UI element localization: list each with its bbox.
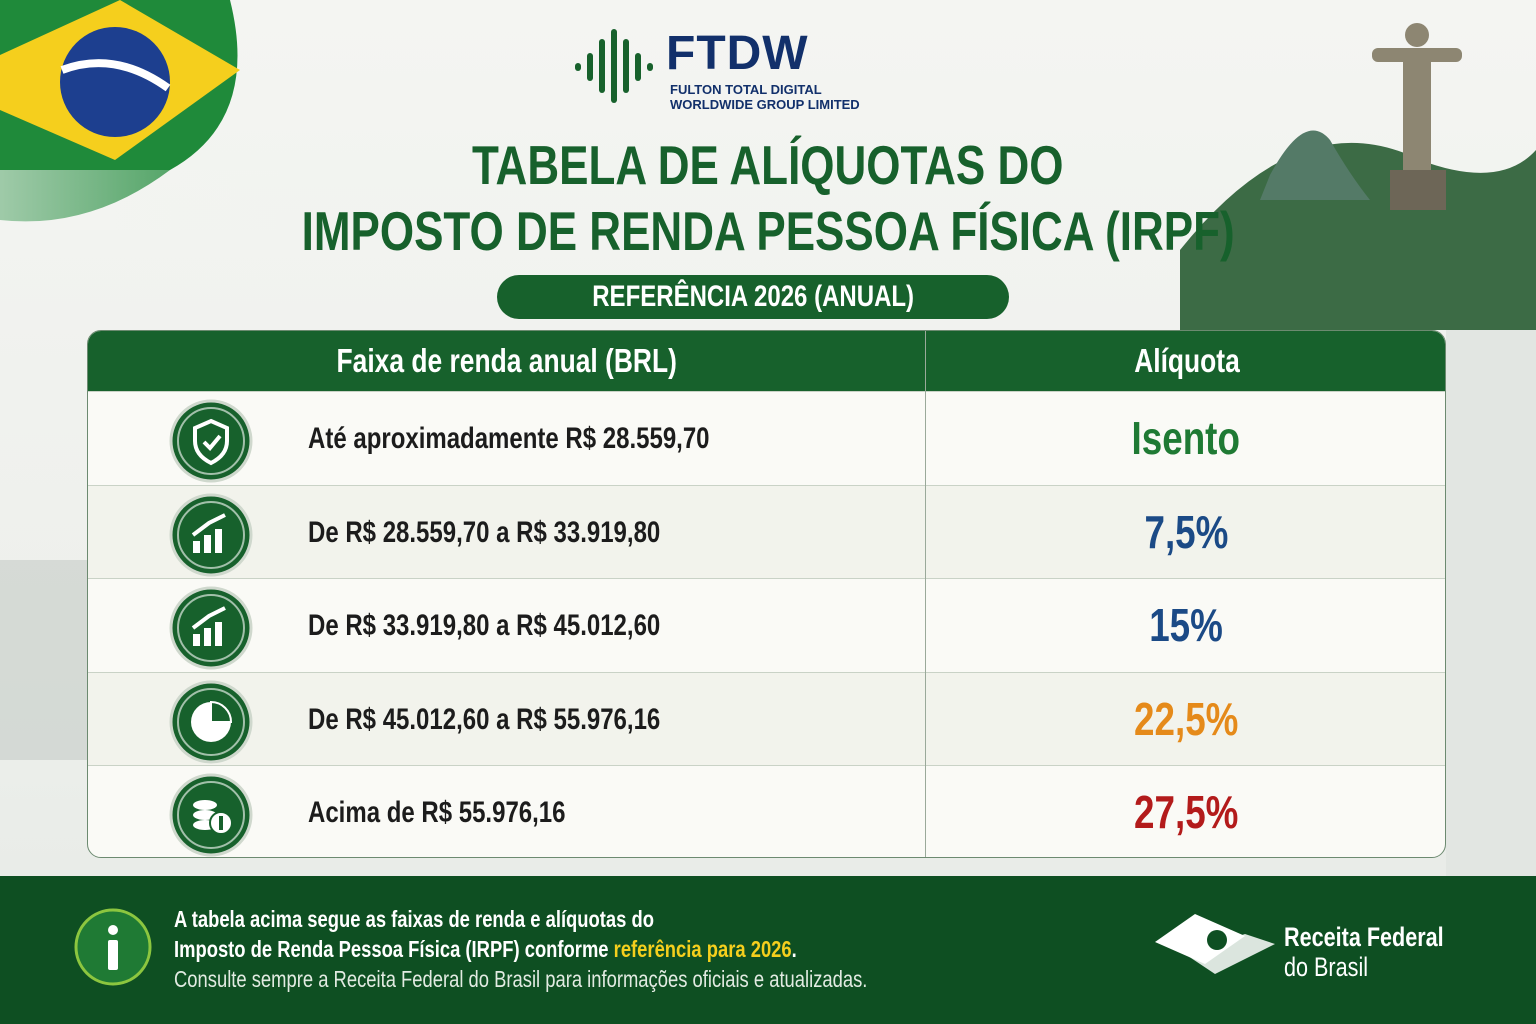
rate-text: 22,5% <box>1133 692 1239 745</box>
income-range-text: De R$ 45.012,60 a R$ 55.976,16 <box>308 702 661 736</box>
header-cell: Faixa de renda anual (BRL) <box>88 331 925 391</box>
rate: 7,5% <box>926 486 1445 579</box>
logo-name: FTDW <box>666 27 809 80</box>
badge-text: REFERÊNCIA 2026 (ANUAL) <box>592 280 914 313</box>
row-icon <box>169 680 253 764</box>
rate-text: 15% <box>1149 599 1223 652</box>
footer-text: A tabela acima segue as faixas de renda … <box>174 906 654 932</box>
income-range-text: Até aproximadamente R$ 28.559,70 <box>308 422 710 455</box>
info-icon <box>74 908 152 986</box>
income-range-text: De R$ 33.919,80 a R$ 45.012,60 <box>308 609 661 643</box>
footer-highlight: referência para 2026 <box>613 936 792 962</box>
footer-line: Imposto de Renda Pessoa Física (IRPF) co… <box>174 936 952 963</box>
rate-text: 7,5% <box>1144 505 1228 558</box>
agency-logo <box>1155 914 1275 974</box>
rate: Isento <box>926 392 1445 485</box>
table-row: De R$ 33.919,80 a R$ 45.012,60 15% <box>88 578 1445 672</box>
header-text: Faixa de renda anual (BRL) <box>336 342 677 379</box>
rate: 22,5% <box>926 673 1445 766</box>
income-range: De R$ 33.919,80 a R$ 45.012,60 <box>308 579 748 672</box>
footer-text: Consulte sempre a Receita Federal do Bra… <box>174 966 868 992</box>
table-row: De R$ 45.012,60 a R$ 55.976,16 22,5% <box>88 671 1445 766</box>
title-line: IMPOSTO DE RENDA PESSOA FÍSICA (IRPF) <box>301 200 1235 262</box>
rate-text: 27,5% <box>1133 786 1239 839</box>
footer-line: A tabela acima segue as faixas de renda … <box>174 906 774 933</box>
table: Faixa de renda anual (BRL) Alíquota Até … <box>87 330 1446 858</box>
logo-subtitle-line: WORLDWIDE GROUP LIMITED <box>670 97 860 112</box>
table-row: Acima de R$ 55.976,16 27,5% <box>88 765 1445 857</box>
footer-text: Imposto de Renda Pessoa Física (IRPF) co… <box>174 936 797 963</box>
header-text: Alíquota <box>1133 342 1240 379</box>
footer-text: . <box>791 936 797 962</box>
footer: A tabela acima segue as faixas de renda … <box>0 876 1536 1024</box>
table-row: Até aproximadamente R$ 28.559,70 Isento <box>88 391 1445 485</box>
footer-text: Imposto de Renda Pessoa Física (IRPF) co… <box>174 936 614 962</box>
title: TABELA DE ALÍQUOTAS DO IMPOSTO DE RENDA … <box>0 132 1536 264</box>
background-art <box>0 0 1536 876</box>
row-icon <box>169 399 253 483</box>
logo-subtitle-line: FULTON TOTAL DIGITAL <box>670 82 822 97</box>
title-line: TABELA DE ALÍQUOTAS DO <box>472 134 1064 196</box>
income-range: De R$ 28.559,70 a R$ 33.919,80 <box>308 486 748 579</box>
row-icon <box>169 586 253 670</box>
rate: 27,5% <box>926 766 1445 857</box>
rate-text: Isento <box>1131 412 1241 464</box>
column-divider <box>925 331 926 857</box>
logo-mark <box>575 29 653 103</box>
agency-line: Receita Federal <box>1284 922 1444 952</box>
logo-subtitle: FULTON TOTAL DIGITAL WORLDWIDE GROUP LIM… <box>670 82 860 112</box>
header-cell: Alíquota <box>926 331 1445 391</box>
rate: 15% <box>926 579 1445 672</box>
income-range: De R$ 45.012,60 a R$ 55.976,16 <box>308 673 748 766</box>
footer-line: Consulte sempre a Receita Federal do Bra… <box>174 966 1041 993</box>
agency-line: do Brasil <box>1284 952 1369 982</box>
table-row: De R$ 28.559,70 a R$ 33.919,80 7,5% <box>88 484 1445 579</box>
income-range-text: Acima de R$ 55.976,16 <box>308 796 566 830</box>
agency-name: Receita Federal do Brasil <box>1284 922 1484 982</box>
income-range: Até aproximadamente R$ 28.559,70 <box>308 392 810 485</box>
row-icon <box>169 773 253 857</box>
income-range-text: De R$ 28.559,70 a R$ 33.919,80 <box>308 515 661 549</box>
row-icon <box>169 493 253 577</box>
income-range: Acima de R$ 55.976,16 <box>308 766 630 857</box>
badge: REFERÊNCIA 2026 (ANUAL) <box>497 275 1009 319</box>
